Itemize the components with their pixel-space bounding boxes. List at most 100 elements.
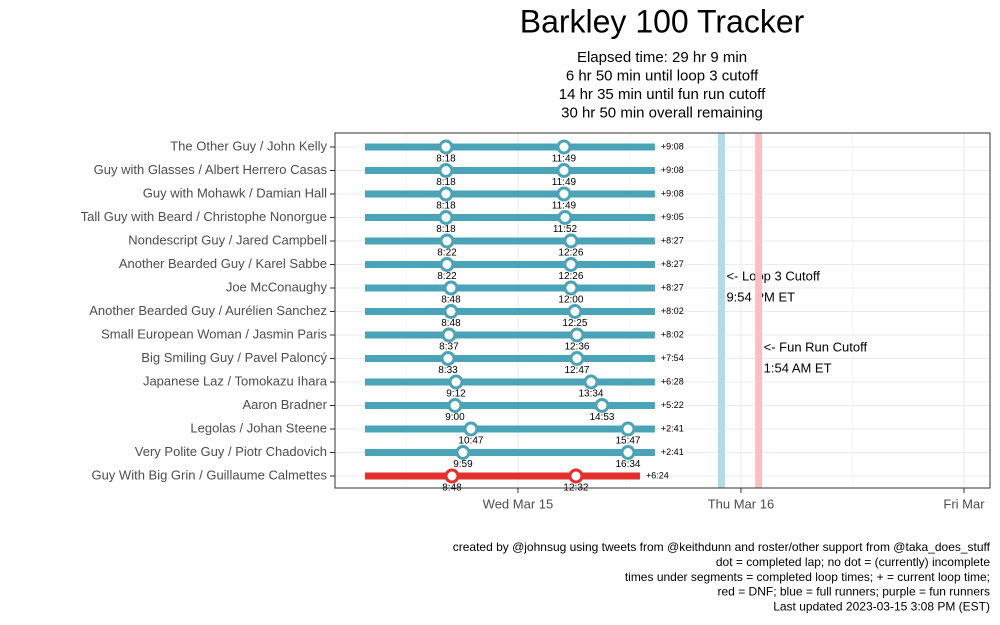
loop-time: 12:26 bbox=[558, 271, 583, 282]
loop-time: 8:33 bbox=[438, 365, 458, 376]
x-tick-label: Wed Mar 15 bbox=[483, 496, 554, 511]
subtitle: Elapsed time: 29 hr 9 min bbox=[577, 49, 747, 66]
lap-dot bbox=[563, 257, 579, 272]
subtitle: 30 hr 50 min overall remaining bbox=[561, 104, 763, 121]
loop-time: 14:53 bbox=[589, 412, 614, 423]
loop-time: 8:48 bbox=[441, 318, 461, 329]
lap-dot bbox=[569, 327, 585, 343]
y-tick-label: Nondescript Guy / Jared Campbell bbox=[128, 232, 327, 247]
loop-time: 13:34 bbox=[578, 389, 603, 400]
current-time: +6:24 bbox=[646, 470, 669, 480]
lap-dot bbox=[439, 257, 455, 272]
lap-dot bbox=[440, 351, 456, 366]
loop-time: 8:18 bbox=[436, 177, 456, 188]
lap-dot bbox=[563, 233, 579, 249]
current-time: +8:27 bbox=[661, 235, 684, 245]
y-tick-label: Small European Woman / Jasmin Paris bbox=[101, 326, 327, 341]
loop-time: 11:49 bbox=[552, 154, 577, 165]
y-tick-label: Joe McConaughy bbox=[226, 279, 328, 294]
loop-time: 8:37 bbox=[439, 342, 459, 353]
lap-dot bbox=[441, 327, 457, 343]
lap-dot bbox=[568, 468, 584, 484]
current-time: +5:22 bbox=[661, 400, 684, 410]
y-tick-label: Very Polite Guy / Piotr Chadovich bbox=[135, 444, 327, 459]
loop-time: 12:25 bbox=[562, 318, 587, 329]
loop-time: 11:52 bbox=[553, 224, 578, 235]
y-tick-label: Another Bearded Guy / Karel Sabbe bbox=[119, 256, 327, 271]
lap-dot bbox=[455, 445, 471, 460]
current-time: +2:41 bbox=[661, 447, 684, 457]
current-time: +8:02 bbox=[661, 329, 684, 339]
loop-time: 12:00 bbox=[558, 295, 583, 306]
y-tick-label: Big Smiling Guy / Pavel Paloncý bbox=[141, 350, 327, 365]
loop-time: 12:36 bbox=[564, 342, 589, 353]
y-tick-label: Legolas / Johan Steene bbox=[190, 420, 327, 435]
current-time: +8:27 bbox=[661, 282, 684, 292]
subtitle: 6 hr 50 min until loop 3 cutoff bbox=[566, 67, 759, 84]
panel-border bbox=[334, 132, 991, 489]
lap-dot bbox=[567, 304, 583, 319]
x-tick-label: Fri Mar bbox=[943, 496, 985, 511]
y-tick-label: Guy With Big Grin / Guillaume Calmettes bbox=[91, 467, 327, 482]
loop-time: 9:12 bbox=[446, 389, 466, 400]
lap-dot bbox=[556, 163, 572, 178]
loop-time: 9:00 bbox=[445, 412, 465, 423]
lap-dot bbox=[569, 351, 585, 366]
loop-time: 12:26 bbox=[558, 248, 583, 259]
cutoff-label: <- Fun Run Cutoff bbox=[764, 339, 868, 354]
lap-dot bbox=[620, 445, 636, 460]
caption: dot = completed lap; no dot = (currently… bbox=[716, 555, 990, 569]
lap-dot bbox=[438, 186, 454, 202]
caption: Last updated 2023-03-15 3:08 PM (EST) bbox=[773, 599, 990, 613]
loop-time: 11:49 bbox=[552, 201, 577, 212]
current-time: +9:08 bbox=[661, 165, 684, 175]
current-time: +7:54 bbox=[661, 353, 684, 363]
current-time: +9:08 bbox=[661, 188, 684, 198]
loop-time: 16:34 bbox=[615, 459, 640, 470]
lap-dot bbox=[583, 374, 599, 390]
loop-time: 8:48 bbox=[441, 295, 461, 306]
cutoff-label: <- Loop 3 Cutoff bbox=[726, 268, 820, 283]
loop-time: 8:18 bbox=[436, 224, 456, 235]
current-time: +9:05 bbox=[661, 212, 684, 222]
current-time: +9:08 bbox=[661, 141, 684, 151]
lap-dot bbox=[448, 374, 464, 390]
y-tick-label: Japanese Laz / Tomokazu Ihara bbox=[143, 373, 328, 388]
y-tick-label: The Other Guy / John Kelly bbox=[170, 138, 327, 153]
caption: times under segments = completed loop ti… bbox=[625, 570, 990, 584]
chart-title: Barkley 100 Tracker bbox=[520, 3, 805, 39]
lap-dot bbox=[463, 421, 479, 437]
lap-dot bbox=[563, 280, 579, 296]
loop-time: 8:22 bbox=[437, 248, 457, 259]
current-time: +8:27 bbox=[661, 259, 684, 269]
loop-time: 15:47 bbox=[615, 436, 640, 447]
loop-time: 8:18 bbox=[436, 154, 456, 165]
loop-time: 8:22 bbox=[437, 271, 457, 282]
y-tick-label: Aaron Bradner bbox=[242, 397, 327, 412]
lap-dot bbox=[443, 304, 459, 319]
lap-dot bbox=[447, 398, 463, 413]
loop-time: 11:49 bbox=[552, 177, 577, 188]
y-tick-label: Guy with Glasses / Albert Herrero Casas bbox=[94, 162, 328, 177]
lap-dot bbox=[443, 280, 459, 296]
y-tick-label: Tall Guy with Beard / Christophe Nonorgu… bbox=[81, 209, 327, 224]
loop-time: 9:59 bbox=[453, 459, 473, 470]
current-time: +8:02 bbox=[661, 306, 684, 316]
caption: created by @johnsug using tweets from @k… bbox=[453, 540, 991, 554]
lap-dot bbox=[439, 233, 455, 249]
loop-time: 8:18 bbox=[436, 201, 456, 212]
lap-dot bbox=[438, 210, 454, 225]
loop-time: 12:47 bbox=[564, 365, 589, 376]
current-time: +6:28 bbox=[661, 376, 684, 386]
cutoff-time: 1:54 AM ET bbox=[764, 360, 832, 375]
subtitle: 14 hr 35 min until fun run cutoff bbox=[559, 86, 766, 103]
x-tick-label: Thu Mar 16 bbox=[708, 496, 774, 511]
lap-dot bbox=[557, 210, 573, 225]
lap-dot bbox=[438, 139, 454, 155]
y-tick-label: Guy with Mohawk / Damian Hall bbox=[143, 185, 327, 200]
caption: red = DNF; blue = full runners; purple =… bbox=[718, 585, 990, 599]
lap-dot bbox=[594, 398, 610, 413]
lap-dot bbox=[556, 139, 572, 155]
lap-dot bbox=[556, 186, 572, 202]
